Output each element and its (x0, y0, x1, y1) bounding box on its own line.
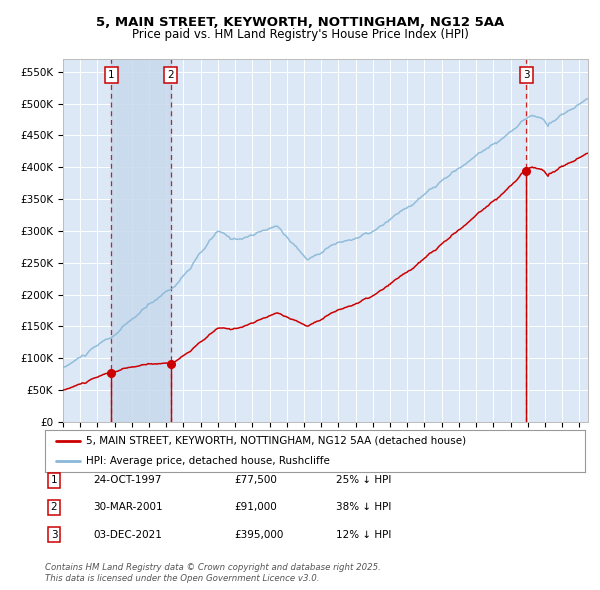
Text: 3: 3 (523, 70, 530, 80)
Text: Price paid vs. HM Land Registry's House Price Index (HPI): Price paid vs. HM Land Registry's House … (131, 28, 469, 41)
Text: 2: 2 (167, 70, 174, 80)
Text: 3: 3 (50, 530, 58, 539)
Text: 24-OCT-1997: 24-OCT-1997 (93, 476, 161, 485)
Text: 38% ↓ HPI: 38% ↓ HPI (336, 503, 391, 512)
Text: 1: 1 (50, 476, 58, 485)
Text: 5, MAIN STREET, KEYWORTH, NOTTINGHAM, NG12 5AA: 5, MAIN STREET, KEYWORTH, NOTTINGHAM, NG… (96, 16, 504, 29)
Text: This data is licensed under the Open Government Licence v3.0.: This data is licensed under the Open Gov… (45, 573, 320, 583)
Text: Contains HM Land Registry data © Crown copyright and database right 2025.: Contains HM Land Registry data © Crown c… (45, 563, 381, 572)
Text: £77,500: £77,500 (234, 476, 277, 485)
Text: 25% ↓ HPI: 25% ↓ HPI (336, 476, 391, 485)
Text: £395,000: £395,000 (234, 530, 283, 539)
Text: £91,000: £91,000 (234, 503, 277, 512)
Text: 03-DEC-2021: 03-DEC-2021 (93, 530, 162, 539)
Bar (112, 59, 170, 422)
Text: 30-MAR-2001: 30-MAR-2001 (93, 503, 163, 512)
Text: 5, MAIN STREET, KEYWORTH, NOTTINGHAM, NG12 5AA (detached house): 5, MAIN STREET, KEYWORTH, NOTTINGHAM, NG… (86, 436, 466, 446)
Text: 12% ↓ HPI: 12% ↓ HPI (336, 530, 391, 539)
Text: HPI: Average price, detached house, Rushcliffe: HPI: Average price, detached house, Rush… (86, 457, 329, 466)
Text: 2: 2 (50, 503, 58, 512)
Text: 1: 1 (108, 70, 115, 80)
